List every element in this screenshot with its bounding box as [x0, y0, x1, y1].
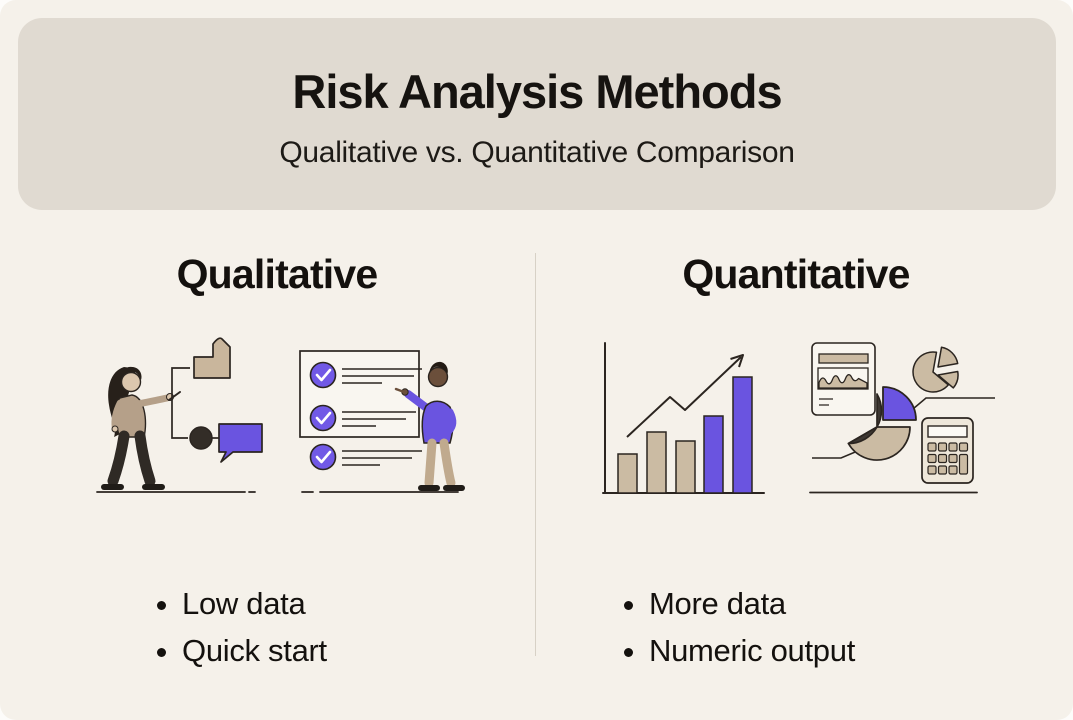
- woman-presenting-icon: [101, 366, 181, 490]
- page-subtitle: Qualitative vs. Quantitative Comparison: [279, 136, 795, 169]
- check-item: [309, 361, 422, 389]
- man-pointing-icon: [394, 361, 465, 491]
- speech-bubble-icon: [218, 423, 263, 463]
- trend-arrow-icon: [626, 354, 744, 438]
- check-item: [309, 443, 422, 471]
- bullet-item: Quick start: [182, 627, 327, 674]
- quantitative-heading: Quantitative: [682, 251, 910, 297]
- rising-bar-chart-icon: [602, 342, 765, 494]
- quantitative-bullet-list: More data Numeric output: [625, 580, 855, 674]
- checklist-board-icon: [299, 350, 422, 471]
- header-card: Risk Analysis Methods Qualitative vs. Qu…: [18, 18, 1056, 210]
- check-item: [309, 404, 416, 432]
- column-divider: [535, 253, 536, 656]
- qualitative-heading: Qualitative: [176, 251, 379, 297]
- qualitative-illustration: [96, 337, 465, 493]
- page-title: Risk Analysis Methods: [292, 65, 782, 118]
- quantitative-illustration: [602, 342, 995, 494]
- pie-chart-large-icon: [812, 386, 995, 461]
- flowchart-node-icon: [171, 337, 231, 450]
- qualitative-bullet-list: Low data Quick start: [158, 580, 327, 674]
- calculator-icon: [921, 417, 974, 484]
- report-document-icon: [811, 342, 876, 416]
- bullet-item: Numeric output: [649, 627, 855, 674]
- bullet-item: More data: [649, 580, 855, 627]
- bullet-item: Low data: [182, 580, 327, 627]
- pie-chart-small-icon: [912, 346, 959, 393]
